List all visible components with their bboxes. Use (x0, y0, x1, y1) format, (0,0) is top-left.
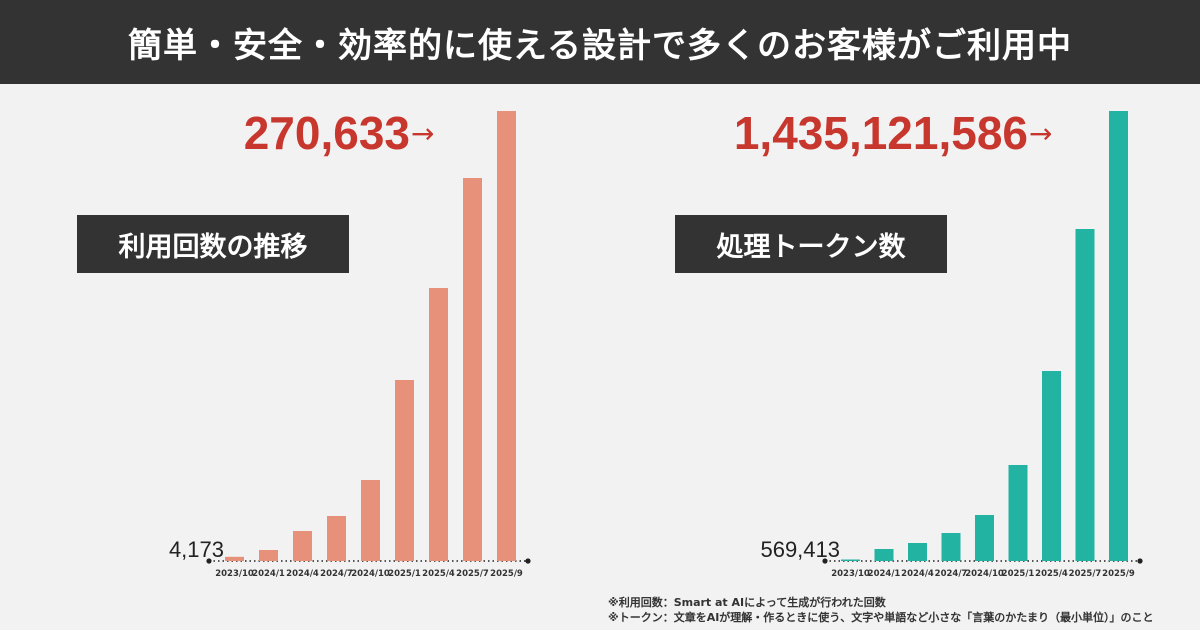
bar (908, 543, 927, 561)
footnote-usage: ※利用回数：Smart at AIによって生成が行われた回数 (608, 596, 886, 609)
x-tick-label: 2024/10 (351, 569, 390, 579)
x-tick-label: 2024/1 (868, 569, 901, 579)
last-value-label: 270,633 (244, 107, 410, 159)
bar (463, 178, 482, 561)
x-tick-label: 2024/7 (320, 569, 353, 579)
x-tick-label: 2024/4 (901, 569, 934, 579)
bar (1008, 465, 1028, 561)
x-tick-label: 2025/4 (1035, 569, 1068, 579)
bar (1075, 229, 1095, 561)
x-tick-label: 2025/7 (456, 569, 489, 579)
footnotes: ※利用回数：Smart at AIによって生成が行われた回数 ※トークン：文章を… (608, 595, 1153, 625)
bar (293, 531, 312, 561)
x-tick-label: 2024/1 (252, 569, 285, 579)
first-value-label: 569,413 (760, 537, 840, 562)
x-tick-label: 2025/1 (1002, 569, 1035, 579)
bar (1042, 371, 1061, 561)
footnote-token: ※トークン：文章をAIが理解・作るときに使う、文字や単語など小さな「言葉のかたま… (608, 611, 1154, 624)
x-tick-label: 2025/4 (422, 569, 455, 579)
arrow-icon: → (1029, 117, 1052, 150)
x-tick-label: 2025/1 (388, 569, 421, 579)
x-axis-end-dot (525, 558, 531, 564)
last-value-label: 1,435,121,586 (734, 107, 1028, 159)
x-tick-label: 2025/7 (1069, 569, 1102, 579)
bar (395, 380, 414, 561)
token-count-title: 処理トークン数 (675, 215, 947, 273)
x-tick-label: 2024/4 (286, 569, 319, 579)
x-tick-label: 2024/10 (965, 569, 1004, 579)
bar (941, 533, 961, 561)
usage-count-title: 利用回数の推移 (77, 215, 349, 273)
bar (497, 111, 516, 561)
x-tick-label: 2025/9 (490, 569, 523, 579)
x-tick-label: 2024/7 (935, 569, 968, 579)
bar (1109, 111, 1128, 561)
bar (975, 515, 994, 561)
header-title: 簡単・安全・効率的に使える設計で多くのお客様がご利用中 (128, 25, 1072, 66)
x-axis-end-dot (822, 558, 828, 564)
bar (841, 559, 860, 561)
x-axis-end-dot (1137, 558, 1143, 564)
bar (259, 550, 278, 561)
bar (225, 556, 244, 561)
arrow-icon: → (411, 117, 434, 150)
header-bar: 簡単・安全・効率的に使える設計で多くのお客様がご利用中 (0, 0, 1200, 84)
x-tick-label: 2023/10 (215, 569, 254, 579)
bar (874, 549, 894, 561)
bar (429, 288, 448, 561)
bar (327, 516, 346, 561)
x-axis-end-dot (206, 558, 212, 564)
bar (361, 480, 380, 561)
x-tick-label: 2025/9 (1102, 569, 1135, 579)
x-tick-label: 2023/10 (831, 569, 870, 579)
first-value-label: 4,173 (169, 537, 224, 562)
